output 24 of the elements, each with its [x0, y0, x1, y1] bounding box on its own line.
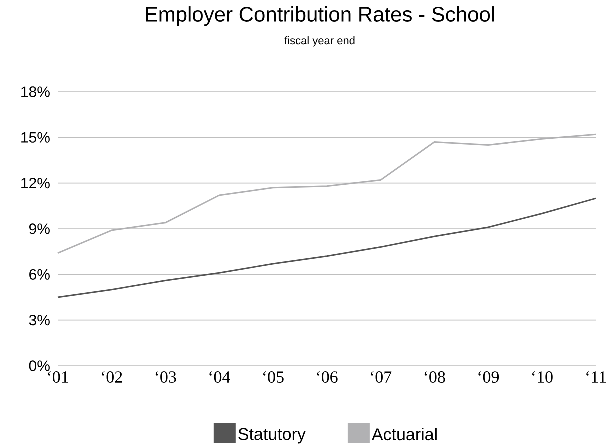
y-tick-label: 6% [30, 269, 50, 280]
y-tick-label: 12% [22, 178, 50, 189]
x-tick-label: ‘05 [264, 372, 284, 384]
x-tick-label: ‘04 [210, 372, 230, 384]
x-tick-label: ‘08 [424, 372, 446, 384]
y-tick-label: 9% [30, 224, 50, 234]
x-tick-label: ‘10 [532, 372, 553, 384]
chart-title: Employer Contribution Rates - School [146, 6, 494, 26]
x-tick-label: ‘06 [317, 372, 338, 384]
x-tick-label: ‘07 [371, 372, 392, 384]
line-series [57, 134, 597, 254]
y-tick-label: 3% [29, 315, 50, 326]
x-tick-label: ‘11 [586, 372, 606, 383]
chart-subtitle: fiscal year end [284, 36, 355, 47]
line-series [57, 198, 597, 298]
y-tick-label: 0% [29, 360, 50, 372]
y-tick-label: 18% [22, 86, 50, 98]
x-tick-label: ‘02 [102, 372, 122, 384]
legend-label: Actuarial [372, 428, 437, 441]
legend-label: Statutory [238, 428, 306, 444]
y-tick-label: 15% [22, 132, 50, 143]
x-tick-label: ‘09 [478, 372, 500, 384]
x-tick-label: ‘03 [156, 372, 176, 384]
x-tick-label: ‘01 [48, 372, 68, 384]
